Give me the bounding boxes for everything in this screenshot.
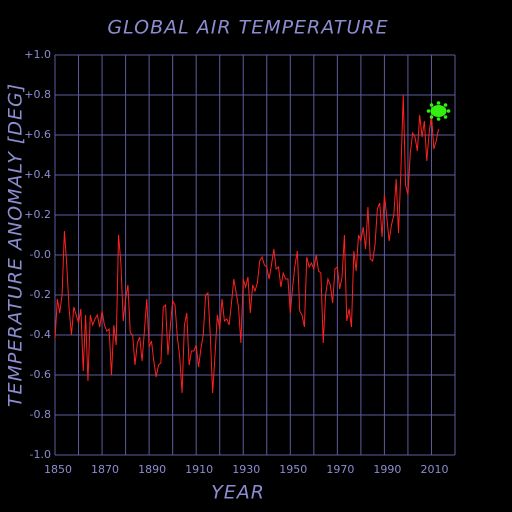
- y-tick-label: +1.0: [24, 48, 51, 61]
- x-tick-label: 2010: [420, 463, 448, 476]
- marker-part: [443, 115, 448, 119]
- y-tick-label: -0.8: [30, 408, 51, 421]
- y-tick-label: -1.0: [30, 448, 51, 461]
- y-tick-label: +0.8: [24, 88, 51, 101]
- y-tick-label: -0.0: [30, 248, 51, 261]
- y-tick-label: -0.6: [30, 368, 51, 381]
- y-tick-label: +0.4: [24, 168, 51, 181]
- y-tick-label: +0.6: [24, 128, 51, 141]
- y-tick-label: -0.2: [30, 288, 51, 301]
- marker-part: [426, 109, 431, 113]
- marker-part: [429, 103, 434, 107]
- current-marker: [426, 101, 451, 121]
- chart-title: GLOBAL AIR TEMPERATURE: [107, 17, 388, 39]
- x-tick-label: 1850: [44, 463, 72, 476]
- marker-part: [436, 117, 441, 121]
- y-tick-label: -0.4: [30, 328, 51, 341]
- y-axis-label: TEMPERATURE ANOMALY [DEG]: [5, 83, 27, 407]
- x-tick-label: 1930: [232, 463, 260, 476]
- marker-part: [443, 103, 448, 107]
- data-line: [54, 94, 440, 394]
- marker-part: [436, 101, 441, 105]
- x-tick-label: 1890: [138, 463, 166, 476]
- x-tick-label: 1910: [185, 463, 213, 476]
- x-axis-label: YEAR: [211, 482, 265, 504]
- x-tick-label: 1950: [279, 463, 307, 476]
- x-tick-label: 1870: [91, 463, 119, 476]
- marker-part: [429, 115, 434, 119]
- marker-part: [446, 109, 451, 113]
- x-tick-label: 1970: [326, 463, 354, 476]
- x-tick-label: 1990: [373, 463, 401, 476]
- marker-part: [430, 105, 447, 117]
- y-tick-label: +0.2: [24, 208, 51, 221]
